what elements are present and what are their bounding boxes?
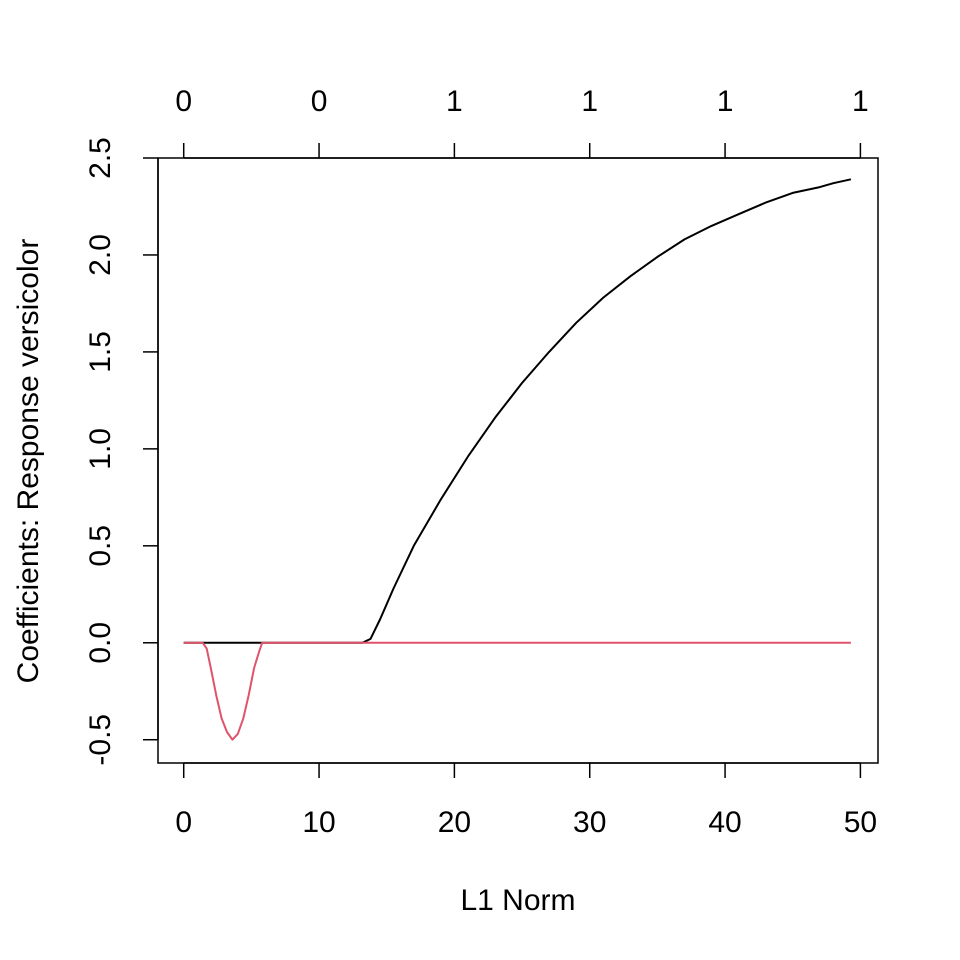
y-tick-label: 1.5 [84, 331, 117, 373]
top-tick-label: 1 [852, 85, 869, 118]
x-tick-label: 30 [573, 806, 606, 839]
y-tick-label: 2.5 [84, 137, 117, 179]
x-tick-label: 40 [708, 806, 741, 839]
x-tick-label: 10 [302, 806, 335, 839]
x-axis-label: L1 Norm [460, 884, 575, 917]
x-tick-label: 0 [175, 806, 192, 839]
y-tick-label: -0.5 [84, 714, 117, 766]
x-axis: 0 10 20 30 40 50 [175, 762, 877, 839]
y-tick-label: 1.0 [84, 428, 117, 470]
top-axis: 0 0 1 1 1 1 [175, 85, 869, 159]
top-tick-label: 0 [311, 85, 328, 118]
top-tick-label: 1 [446, 85, 463, 118]
series-line-2 [183, 641, 851, 741]
y-tick-label: 0.5 [84, 525, 117, 567]
y-axis-label: Coefficients: Response versicolor [12, 239, 45, 684]
series-layer [183, 178, 852, 741]
y-tick-label: 0.0 [84, 622, 117, 664]
y-tick-label: 2.0 [84, 234, 117, 276]
x-tick-label: 20 [438, 806, 471, 839]
series-line-1 [183, 178, 852, 644]
top-tick-label: 1 [717, 85, 734, 118]
top-tick-label: 1 [581, 85, 598, 118]
y-axis: -0.5 0.0 0.5 1.0 1.5 2.0 2.5 [84, 137, 159, 766]
x-tick-label: 50 [844, 806, 877, 839]
plot-frame [157, 157, 879, 764]
top-tick-label: 0 [175, 85, 192, 118]
